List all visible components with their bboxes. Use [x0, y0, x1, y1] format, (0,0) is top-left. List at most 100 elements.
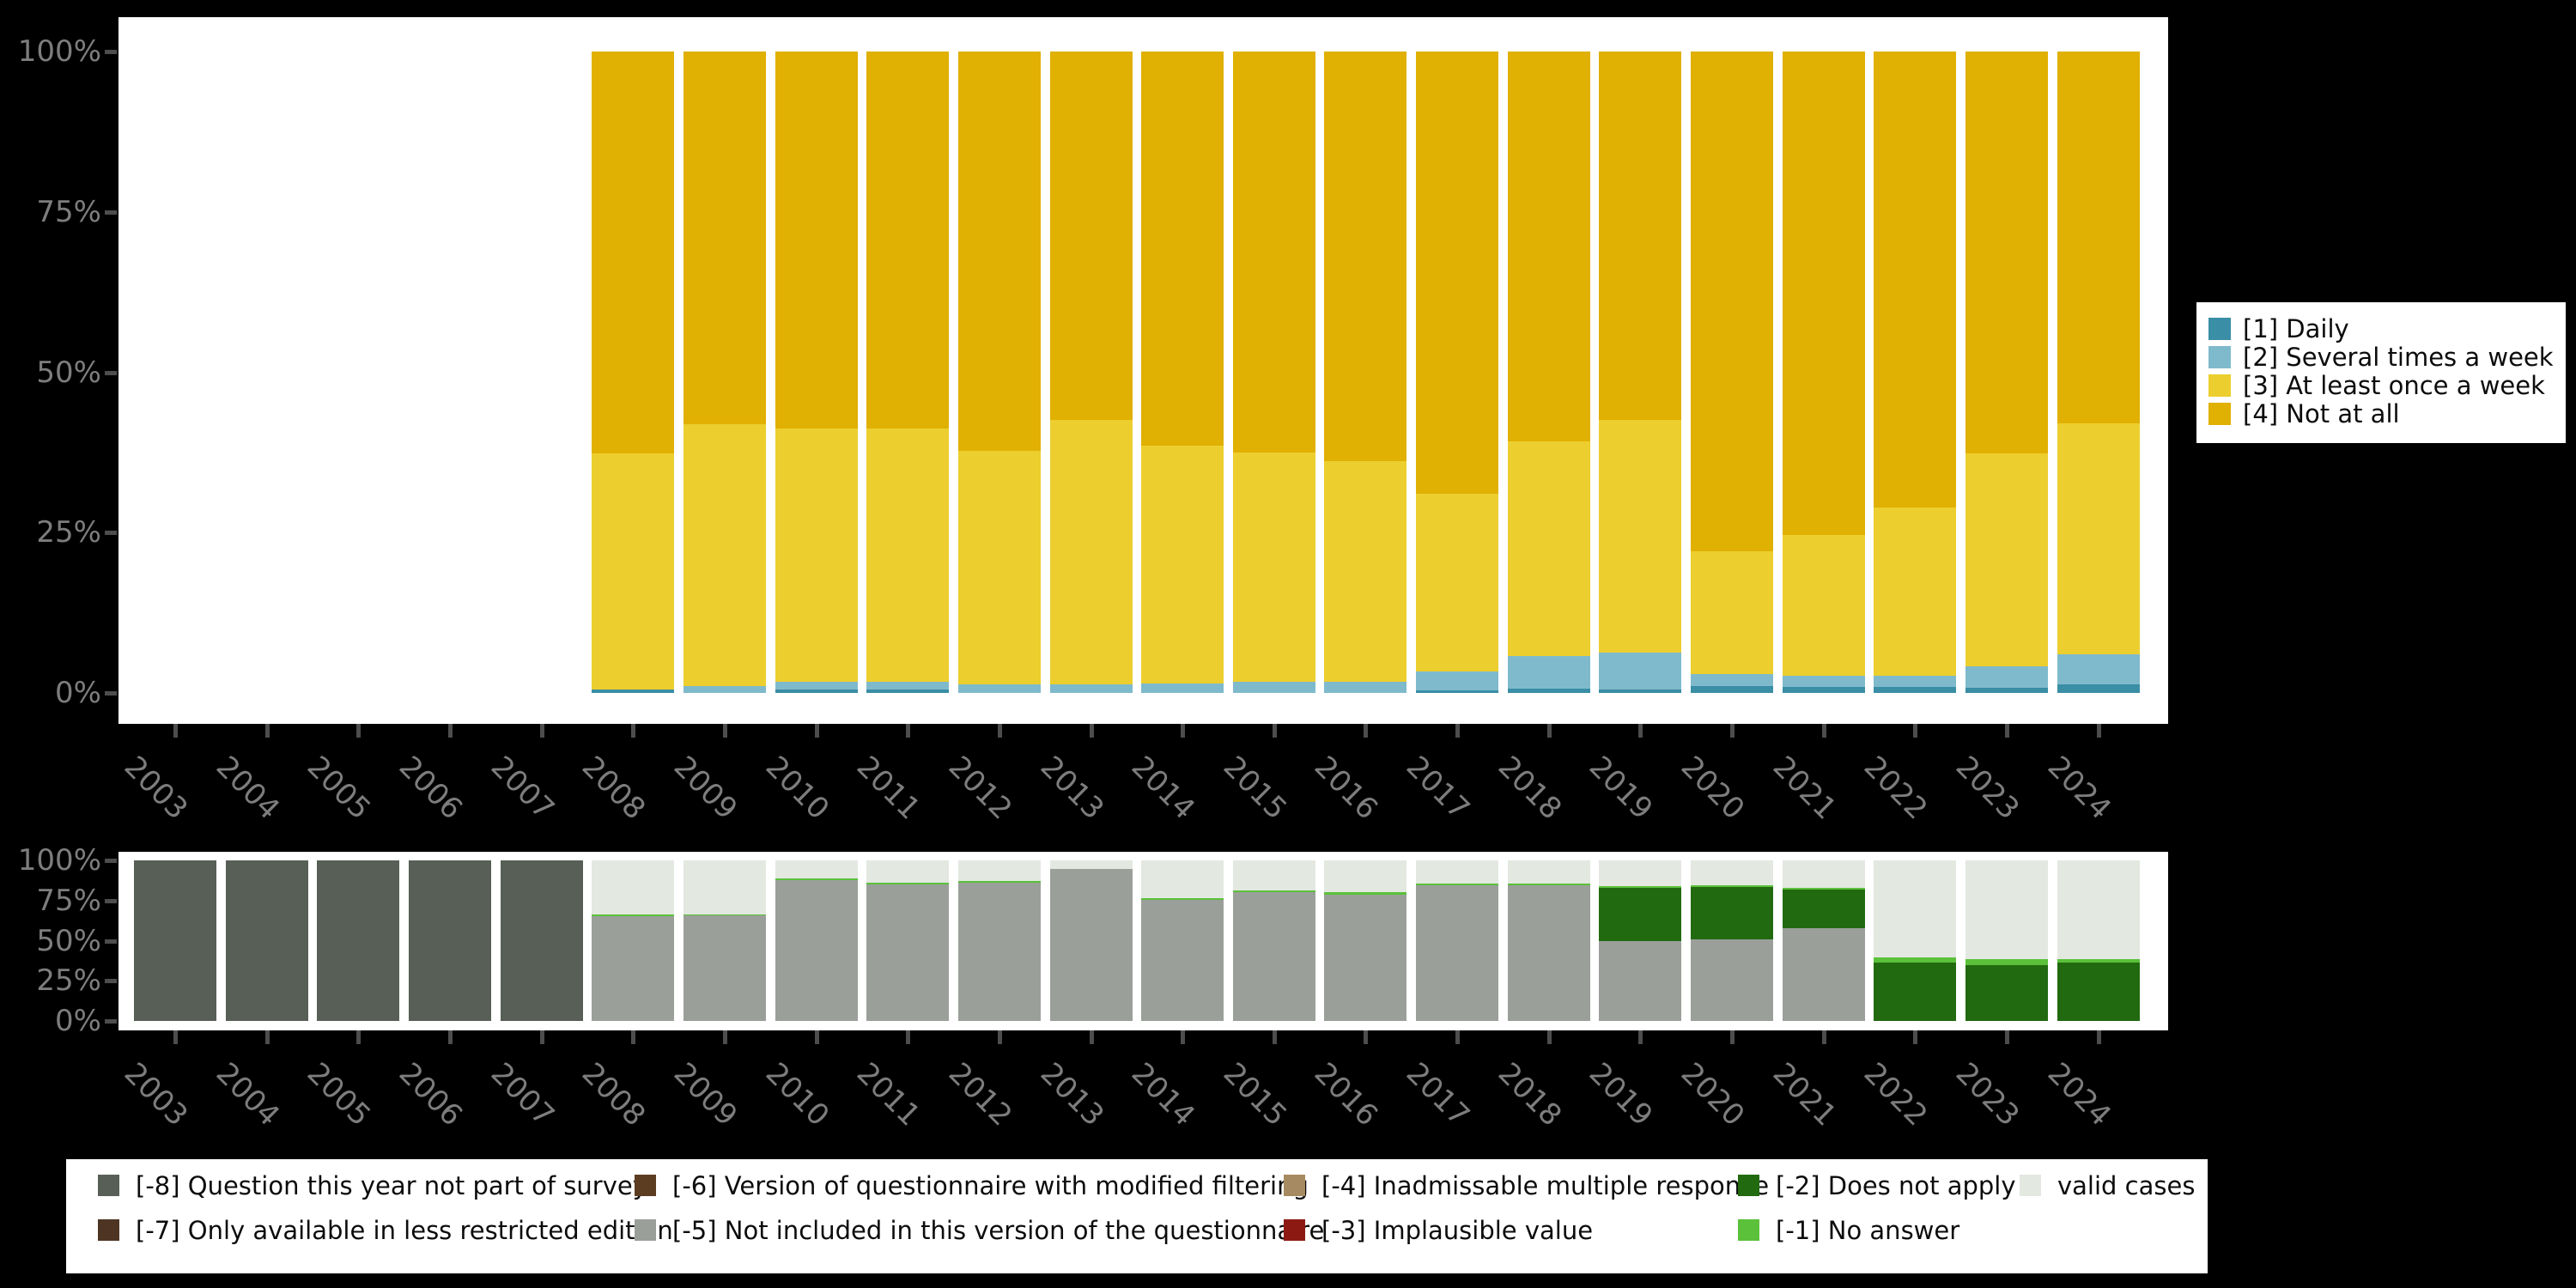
y-tick-mark [105, 1019, 117, 1024]
x-tick-mark [1364, 724, 1369, 738]
legend-item-daily: [1] Daily [2208, 316, 2552, 343]
frequency-legend: [1] Daily [2] Several times a week [3] At … [2196, 302, 2566, 443]
m4-swatch [1284, 1175, 1305, 1196]
x-tick-mark [2096, 1030, 2101, 1044]
x-tick-label-2014: 2014 [1124, 750, 1202, 827]
bar-segment-2005-m8 [317, 860, 400, 1021]
bar-segment-2012-not_at_all [957, 52, 1041, 452]
x-tick-mark [1089, 1030, 1094, 1044]
bar-segment-2019-valid [1599, 860, 1682, 886]
x-tick-label-2006: 2006 [392, 750, 470, 827]
bar-segment-2008-not_at_all [592, 52, 675, 453]
x-tick-label-2009: 2009 [666, 750, 744, 827]
valid-swatch [2020, 1175, 2041, 1196]
bar-segment-2021-daily [1782, 687, 1865, 693]
bar-segment-2019-m5 [1599, 941, 1682, 1021]
x-tick-mark [1546, 1030, 1552, 1044]
x-tick-mark [539, 1030, 544, 1044]
bar-segment-2008-at_least_once_week [592, 453, 675, 690]
bar-segment-2019-at_least_once_week [1599, 419, 1682, 653]
x-tick-mark [356, 724, 361, 738]
legend-label: [-8] Question this year not part of surv… [136, 1171, 647, 1200]
y-tick-label: 25% [36, 963, 101, 999]
bar-segment-2014-m5 [1141, 899, 1224, 1021]
x-tick-mark [1455, 1030, 1461, 1044]
y-tick-mark [105, 859, 117, 864]
bar-segment-2016-several_times_week [1324, 682, 1407, 693]
m1-swatch [1738, 1219, 1759, 1241]
bar-segment-2023-m1 [1965, 959, 2048, 965]
x-tick-label-2004: 2004 [209, 1056, 286, 1133]
bar-segment-2009-m5 [683, 915, 766, 1021]
bar-segment-2023-valid [1965, 860, 2048, 960]
x-tick-mark [997, 1030, 1002, 1044]
bar-segment-2024-m1 [2057, 959, 2140, 963]
bar-segment-2021-m2 [1782, 890, 1865, 929]
bar-segment-2024-several_times_week [2057, 654, 2140, 684]
bar-segment-2010-not_at_all [775, 52, 858, 429]
x-tick-label-2014: 2014 [1124, 1056, 1202, 1133]
y-tick-mark [105, 939, 117, 944]
y-tick-label: 50% [36, 355, 101, 390]
bar-segment-2009-at_least_once_week [683, 424, 766, 686]
x-tick-label-2018: 2018 [1491, 750, 1568, 827]
x-tick-label-2008: 2008 [574, 750, 653, 827]
x-tick-label-2012: 2012 [941, 750, 1019, 827]
x-tick-label-2003: 2003 [117, 1056, 195, 1133]
bar-segment-2014-not_at_all [1141, 52, 1224, 447]
x-tick-label-2024: 2024 [2040, 750, 2117, 827]
daily-swatch [2208, 318, 2231, 340]
bar-segment-2010-daily [775, 690, 858, 693]
legend-label: [-5] Not included in this version of the… [672, 1216, 1325, 1245]
x-tick-label-2024: 2024 [2040, 1056, 2117, 1133]
y-tick-mark [105, 370, 117, 375]
legend-label: [-1] No answer [1776, 1216, 1960, 1245]
bar-segment-2021-several_times_week [1782, 675, 1865, 688]
bar-segment-2012-at_least_once_week [957, 451, 1041, 684]
bar-segment-2016-at_least_once_week [1324, 461, 1407, 683]
bar-segment-2019-m1 [1599, 885, 1682, 888]
x-tick-mark [1181, 1030, 1186, 1044]
legend-item-m5: [-5] Not included in this version of the… [635, 1218, 1324, 1245]
x-tick-label-2005: 2005 [301, 1056, 378, 1133]
bar-segment-2011-m1 [866, 883, 950, 885]
x-tick-mark [1089, 724, 1094, 738]
x-tick-label-2022: 2022 [1857, 750, 1935, 827]
bar-segment-2016-valid [1324, 860, 1407, 892]
bar-segment-2012-valid [957, 860, 1041, 882]
m6-swatch [635, 1175, 656, 1196]
x-tick-mark [906, 1030, 911, 1044]
bar-segment-2021-valid [1782, 860, 1865, 889]
bar-segment-2017-valid [1416, 860, 1499, 884]
bar-segment-2011-m5 [866, 884, 950, 1021]
x-tick-mark [1913, 1030, 1918, 1044]
bar-segment-2006-m8 [408, 860, 491, 1021]
bar-segment-2013-m5 [1049, 868, 1133, 1021]
bar-segment-2011-at_least_once_week [866, 428, 950, 682]
bar-segment-2010-valid [775, 860, 858, 878]
x-tick-mark [1821, 1030, 1826, 1044]
bar-segment-2018-valid [1507, 860, 1590, 884]
bar-segment-2017-daily [1416, 690, 1499, 693]
bar-segment-2014-valid [1141, 860, 1224, 898]
x-tick-mark [1272, 724, 1277, 738]
bar-segment-2020-not_at_all [1691, 52, 1774, 551]
bar-segment-2024-at_least_once_week [2057, 422, 2140, 655]
bar-segment-2011-daily [866, 690, 950, 693]
bar-segment-2008-m5 [592, 916, 675, 1021]
bar-segment-2015-not_at_all [1232, 52, 1315, 453]
several_times_week-swatch [2208, 346, 2231, 368]
x-tick-label-2016: 2016 [1308, 750, 1385, 827]
legend-label: [-3] Implausible value [1321, 1216, 1594, 1245]
x-tick-mark [997, 724, 1002, 738]
bar-segment-2018-not_at_all [1507, 52, 1590, 442]
x-tick-mark [1455, 724, 1461, 738]
legend-item-m7: [-7] Only available in less restricted e… [98, 1218, 673, 1245]
x-tick-label-2015: 2015 [1216, 750, 1293, 827]
m2-swatch [1738, 1175, 1759, 1196]
bar-segment-2018-m1 [1507, 883, 1590, 885]
x-tick-mark [1364, 1030, 1369, 1044]
bar-segment-2019-several_times_week [1599, 652, 1682, 690]
x-tick-label-2005: 2005 [301, 750, 378, 827]
